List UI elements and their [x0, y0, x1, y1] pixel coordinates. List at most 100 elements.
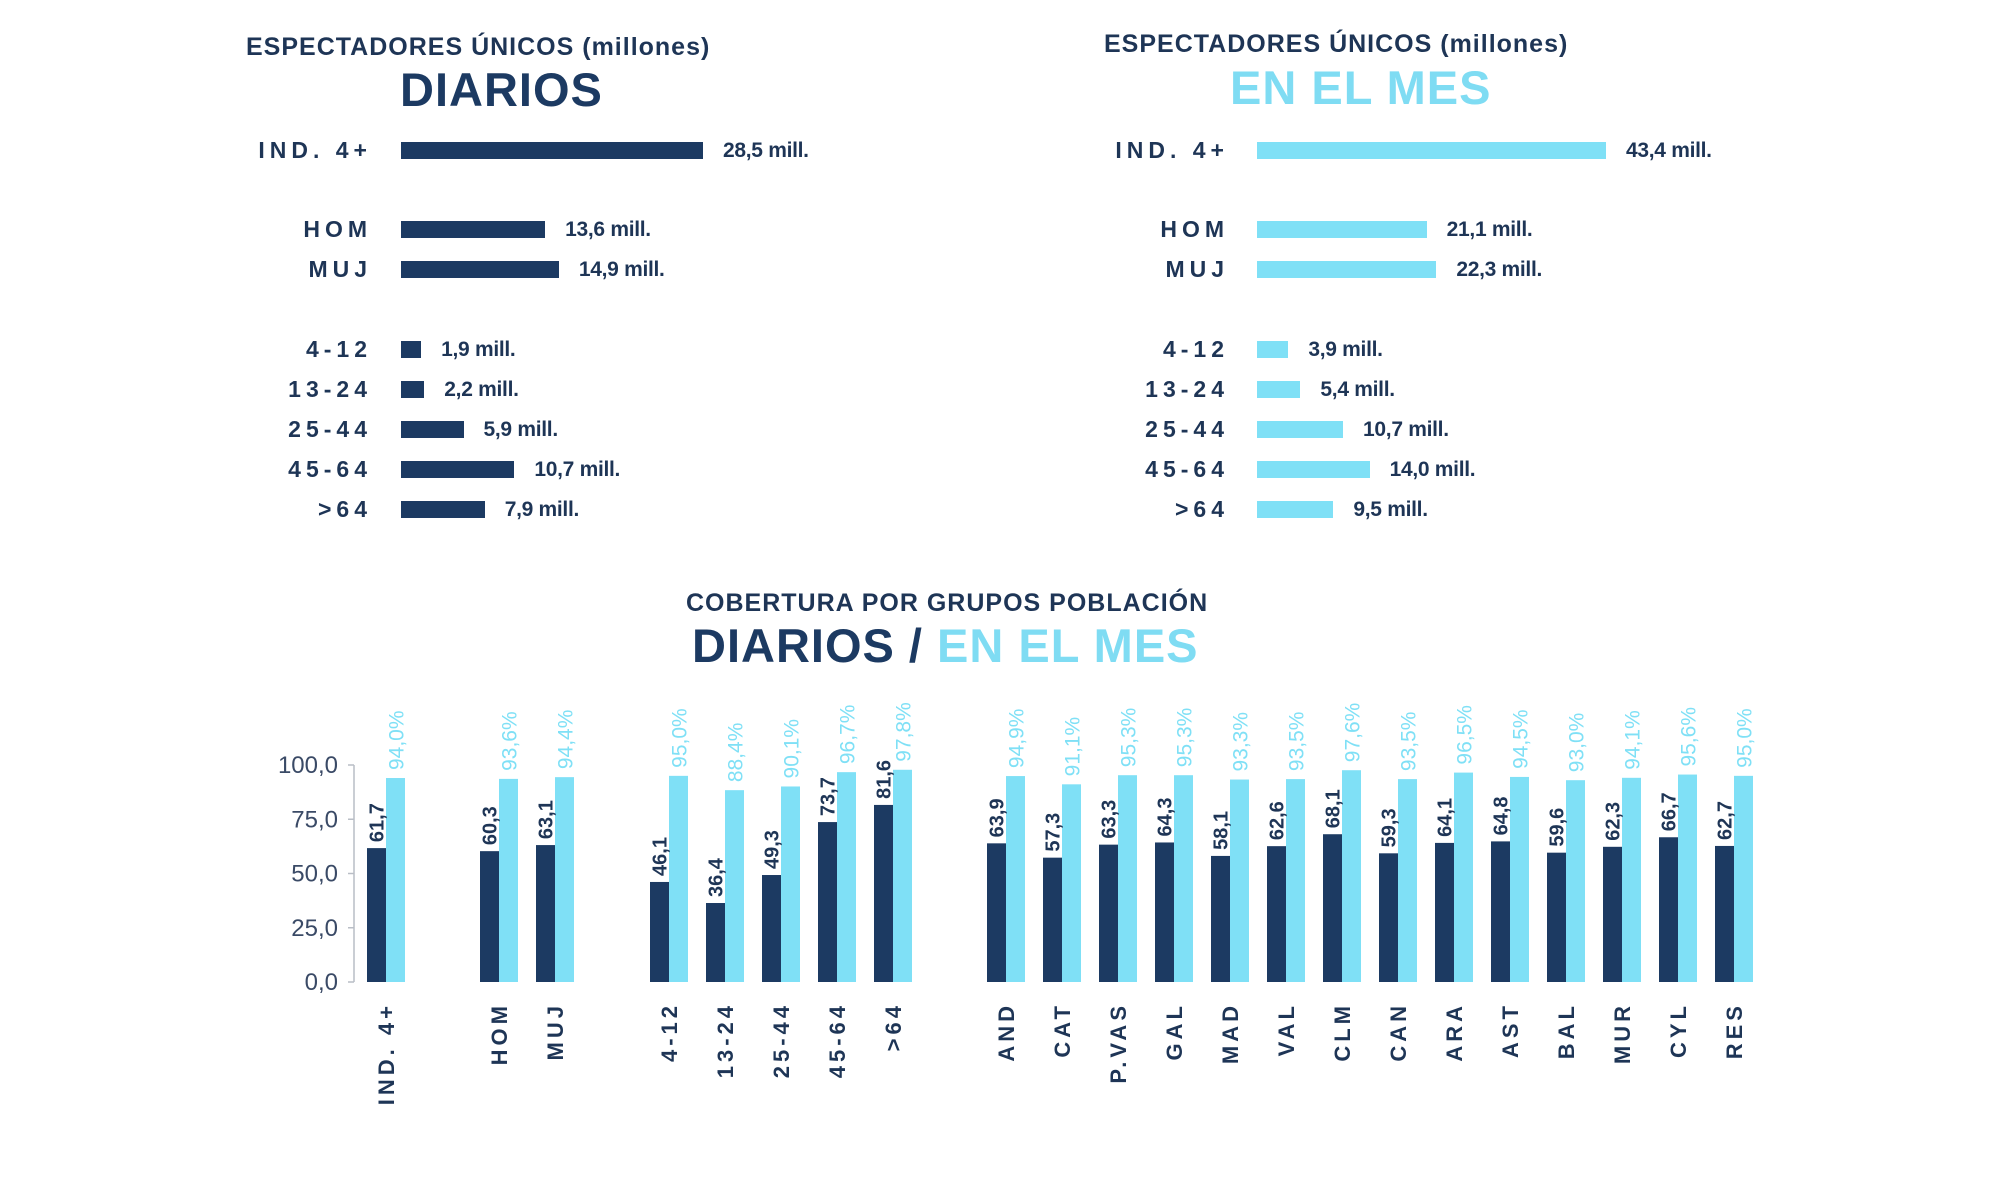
data-label-diarios: 46,1 — [650, 837, 672, 876]
data-label-diarios: 57,3 — [1043, 813, 1065, 852]
bar-mes — [837, 772, 856, 982]
y-tick-label: 100,0 — [278, 752, 338, 779]
data-label-diarios: 61,7 — [367, 803, 389, 842]
category-label: 45-64 — [1145, 456, 1229, 482]
x-tick-label: >64 — [881, 1002, 906, 1051]
value-label: 9,5 mill. — [1353, 498, 1428, 521]
bar-diarios — [480, 851, 499, 982]
data-label-mes: 88,4% — [725, 723, 748, 783]
bar-diarios — [1435, 842, 1454, 982]
bar-diarios — [1379, 853, 1398, 982]
cobertura-subtitle: COBERTURA POR GRUPOS POBLACIÓN — [686, 589, 1209, 617]
x-tick-label: 4-12 — [657, 1002, 682, 1062]
data-label-mes: 93,6% — [499, 711, 522, 771]
category-label: 4-12 — [305, 336, 372, 362]
x-tick-label: P.VAS — [1106, 1002, 1131, 1084]
category-label: 45-64 — [288, 456, 372, 482]
bar-mes — [781, 786, 800, 982]
bar — [401, 381, 425, 398]
data-label-diarios: 49,3 — [762, 830, 784, 869]
bar-diarios — [1267, 846, 1286, 982]
bar-mes — [893, 769, 912, 982]
category-label: >64 — [317, 496, 372, 522]
data-label-mes: 95,3% — [1174, 708, 1197, 768]
data-label-diarios: 63,1 — [536, 800, 558, 839]
value-label: 2,2 mill. — [444, 378, 519, 401]
bar-diarios — [1323, 834, 1342, 982]
diarios-title: DIARIOS — [400, 63, 603, 116]
bar-mes — [1454, 772, 1473, 982]
bar-diarios — [1659, 837, 1678, 982]
bar-diarios — [536, 845, 555, 982]
data-label-mes: 96,7% — [837, 705, 860, 765]
value-label: 22,3 mill. — [1456, 258, 1543, 281]
data-label-mes: 95,3% — [1118, 708, 1141, 768]
bar-mes — [1734, 775, 1753, 982]
diarios-subtitle: ESPECTADORES ÚNICOS (millones) — [246, 33, 711, 61]
category-label: 13-24 — [1145, 376, 1229, 402]
value-label: 14,0 mill. — [1389, 458, 1476, 481]
y-tick-label: 75,0 — [291, 806, 338, 833]
data-label-diarios: 66,7 — [1659, 792, 1681, 831]
bar-diarios — [706, 903, 725, 982]
x-tick-label: MUJ — [543, 1002, 568, 1060]
bar — [401, 142, 703, 159]
cobertura-title-mes: EN EL MES — [937, 619, 1199, 672]
data-label-mes: 94,4% — [555, 710, 578, 770]
bar-mes — [1118, 775, 1137, 982]
bar-mes — [1286, 779, 1305, 982]
x-tick-label: MUR — [1610, 1002, 1635, 1064]
bar-mes — [386, 778, 405, 982]
category-label: 25-44 — [288, 416, 372, 442]
bar-diarios — [818, 822, 837, 982]
x-tick-label: 13-24 — [713, 1002, 738, 1078]
bar — [401, 221, 546, 238]
data-label-diarios: 63,9 — [987, 798, 1009, 837]
value-label: 5,9 mill. — [483, 418, 559, 441]
data-label-mes: 95,6% — [1678, 707, 1701, 767]
value-label: 43,4 mill. — [1626, 139, 1712, 162]
value-label: 14,9 mill. — [578, 258, 665, 281]
value-label: 5,4 mill. — [1320, 378, 1395, 401]
data-label-mes: 95,0% — [1734, 708, 1757, 768]
x-tick-label: GAL — [1162, 1002, 1187, 1060]
bar-mes — [1174, 775, 1193, 982]
bar-diarios — [1491, 841, 1510, 982]
value-label: 21,1 mill. — [1446, 218, 1533, 241]
value-label: 10,7 mill. — [1363, 418, 1449, 441]
cobertura-title: DIARIOS / EN EL MES — [692, 618, 1199, 673]
bar — [1257, 501, 1334, 518]
bar-mes — [1062, 784, 1081, 982]
x-tick-label: RES — [1722, 1002, 1747, 1059]
data-label-diarios: 64,3 — [1155, 798, 1177, 837]
bar — [1257, 261, 1437, 278]
value-label: 13,6 mill. — [565, 218, 651, 241]
bar — [1257, 461, 1370, 478]
value-label: 1,9 mill. — [441, 338, 516, 361]
data-label-diarios: 58,1 — [1211, 811, 1233, 850]
category-label: IND. 4+ — [258, 137, 372, 163]
x-tick-label: 25-44 — [769, 1002, 794, 1078]
mes-subtitle: ESPECTADORES ÚNICOS (millones) — [1104, 30, 1569, 58]
bar — [1257, 142, 1606, 159]
x-tick-label: ARA — [1442, 1002, 1467, 1062]
bar-diarios — [1715, 845, 1734, 982]
y-tick-label: 50,0 — [291, 861, 338, 888]
category-label: HOM — [303, 216, 372, 242]
bar-mes — [1230, 779, 1249, 982]
x-tick-label: VAL — [1274, 1002, 1299, 1056]
mes-title: EN EL MES — [1230, 61, 1492, 114]
data-label-diarios: 36,4 — [706, 857, 728, 897]
x-tick-label: CAT — [1050, 1002, 1075, 1058]
cobertura-title-diarios: DIARIOS — [692, 619, 895, 672]
bar-mes — [669, 775, 688, 982]
category-label: HOM — [1160, 216, 1229, 242]
bar-mes — [1342, 770, 1361, 982]
bar — [401, 341, 422, 358]
category-label: 13-24 — [288, 376, 372, 402]
data-label-diarios: 59,6 — [1547, 808, 1569, 847]
bar — [1257, 421, 1344, 438]
data-label-mes: 93,3% — [1230, 712, 1253, 772]
data-label-diarios: 73,7 — [818, 777, 840, 816]
